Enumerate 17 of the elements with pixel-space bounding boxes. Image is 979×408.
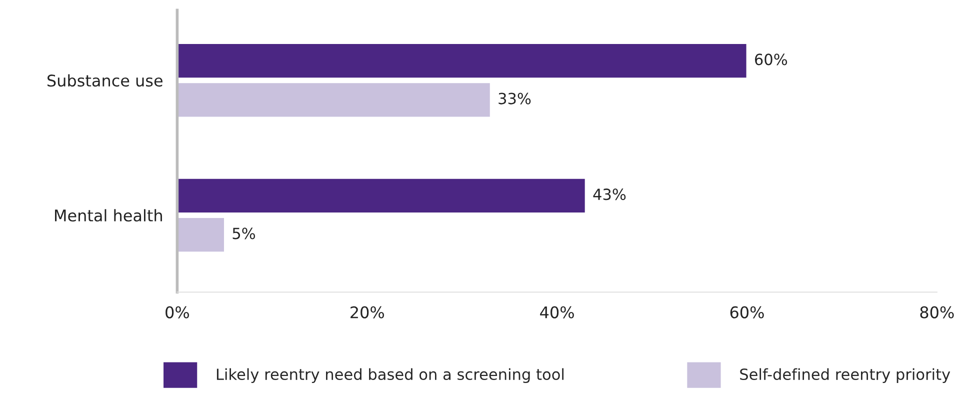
legend-label: Likely reentry need based on a screening tool	[216, 368, 564, 384]
x-tick-label: 20%	[350, 306, 384, 318]
y-tick-label: Substance use	[48, 74, 162, 87]
data-label: 60%	[754, 54, 788, 66]
bar	[177, 216, 226, 254]
bar	[177, 177, 586, 214]
data-label: 43%	[593, 188, 626, 200]
legend-label: Self-defined reentry priority	[740, 368, 950, 384]
y-tick-label: Mental health	[55, 209, 162, 222]
x-tick-label: 80%	[920, 306, 954, 318]
bar	[177, 42, 748, 80]
bar	[177, 82, 492, 118]
x-tick-label: 0%	[166, 306, 189, 318]
x-tick-label: 40%	[540, 306, 574, 318]
data-label: 5%	[232, 228, 256, 240]
data-label: 33%	[498, 92, 531, 104]
x-tick-label: 60%	[730, 306, 764, 318]
